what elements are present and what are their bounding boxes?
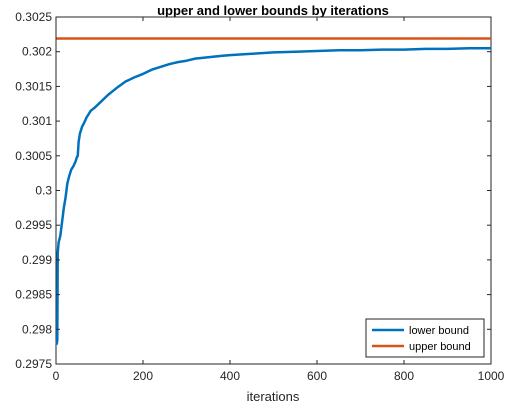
y-tick-label: 0.299 — [22, 253, 52, 267]
plot-area — [55, 16, 492, 365]
y-tick-label: 0.301 — [22, 114, 52, 128]
y-axis: 0.2975 0.298 0.2985 0.299 0.2995 0.3 0.3005 0.3… — [15, 10, 491, 371]
y-tick-label: 0.2995 — [15, 218, 52, 232]
y-tick-label: 0.3025 — [15, 10, 52, 24]
x-tick-label: 400 — [220, 369, 240, 383]
y-tick-label: 0.3 — [35, 184, 52, 198]
x-tick-label: 600 — [307, 369, 327, 383]
legend-label: lower bound — [409, 325, 469, 337]
y-tick-label: 0.298 — [22, 322, 52, 336]
y-tick-label: 0.2985 — [15, 288, 52, 302]
y-tick-label: 0.3015 — [15, 79, 52, 93]
plot-frame — [55, 16, 492, 365]
y-tick-label: 0.302 — [22, 45, 52, 59]
chart-title: upper and lower bounds by iterations — [157, 3, 389, 18]
legend: lower bound upper bound — [365, 318, 485, 358]
legend-box — [365, 318, 485, 358]
x-tick-label: 800 — [394, 369, 414, 383]
series-line-lower-bound — [55, 46, 491, 345]
legend-label: upper bound — [409, 341, 471, 353]
x-axis: 0 200 400 600 800 1000 — [53, 17, 505, 383]
y-tick-label: 0.2975 — [15, 357, 52, 371]
x-tick-label: 1000 — [478, 369, 505, 383]
x-tick-label: 200 — [133, 369, 153, 383]
x-tick-label: 0 — [53, 369, 60, 383]
y-tick-label: 0.3005 — [15, 149, 52, 163]
x-axis-label: iterations — [247, 389, 300, 404]
